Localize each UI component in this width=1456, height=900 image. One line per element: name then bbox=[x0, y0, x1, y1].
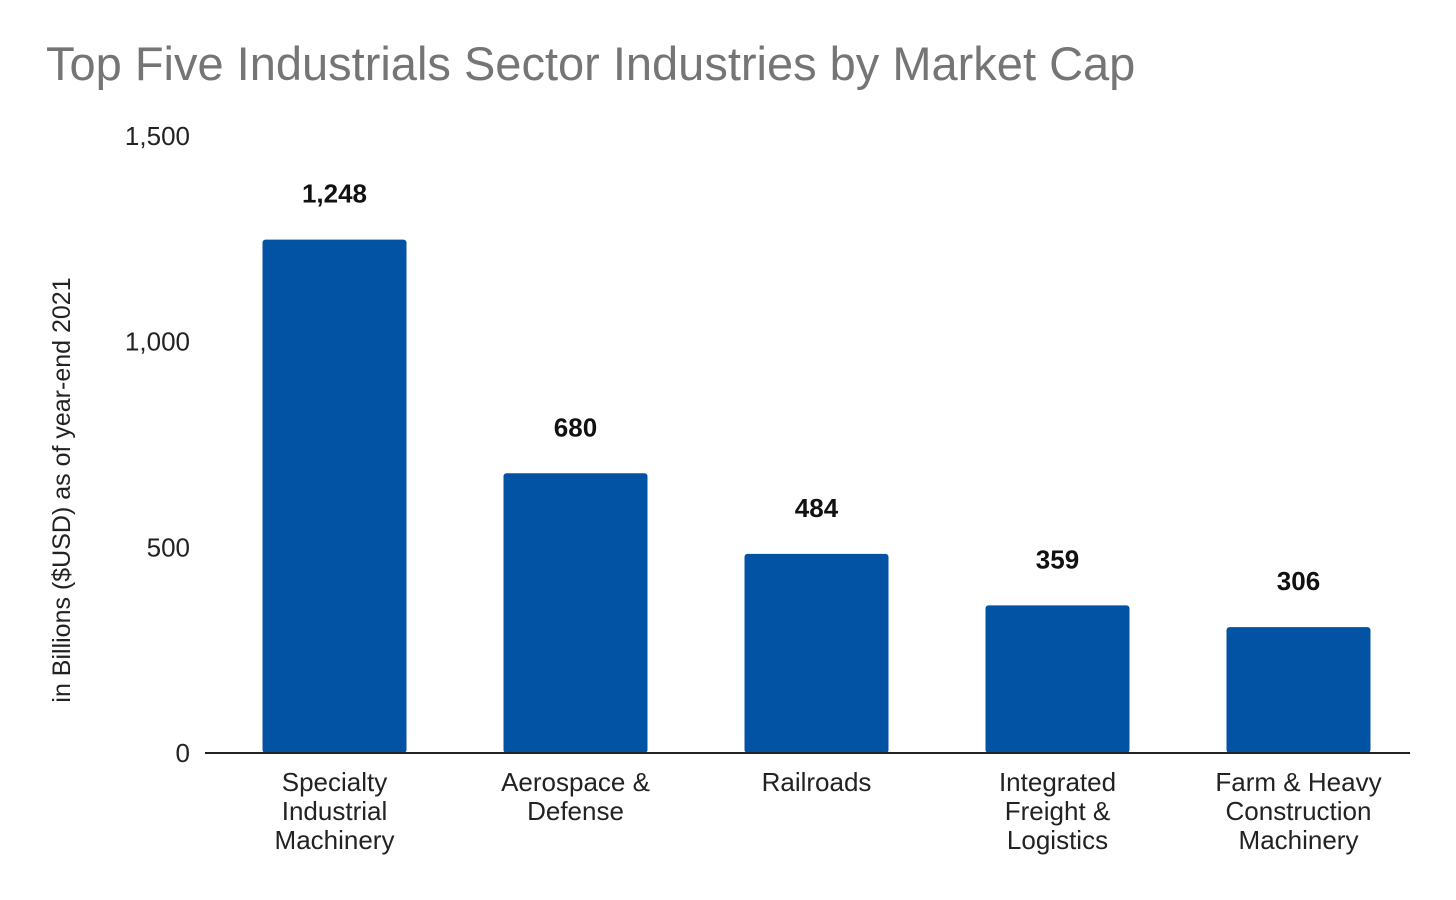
bar-value-label: 306 bbox=[1277, 566, 1320, 596]
y-tick-label: 1,500 bbox=[125, 121, 190, 151]
bar bbox=[744, 553, 889, 753]
y-tick-label: 500 bbox=[147, 532, 190, 562]
bar bbox=[262, 239, 407, 753]
x-category-label: Specialty Industrial Machinery bbox=[275, 767, 395, 855]
bar bbox=[503, 473, 648, 753]
chart-title: Top Five Industrials Sector Industries b… bbox=[46, 37, 1136, 90]
bar-value-label: 484 bbox=[795, 493, 839, 523]
x-category-label: Farm & Heavy Construction Machinery bbox=[1215, 767, 1381, 855]
x-category-label: Integrated Freight & Logistics bbox=[999, 767, 1116, 855]
y-tick-label: 0 bbox=[176, 738, 190, 768]
x-category-label: Aerospace & Defense bbox=[501, 767, 650, 826]
y-tick-label: 1,000 bbox=[125, 327, 190, 357]
y-axis-title: in Billions ($USD) as of year-end 2021 bbox=[48, 277, 76, 702]
bar bbox=[985, 605, 1130, 753]
bar bbox=[1226, 627, 1371, 753]
bar-value-label: 680 bbox=[554, 412, 597, 442]
x-category-label: Railroads bbox=[762, 767, 872, 797]
bar-value-label: 1,248 bbox=[302, 179, 367, 209]
bar-value-label: 359 bbox=[1036, 544, 1079, 574]
